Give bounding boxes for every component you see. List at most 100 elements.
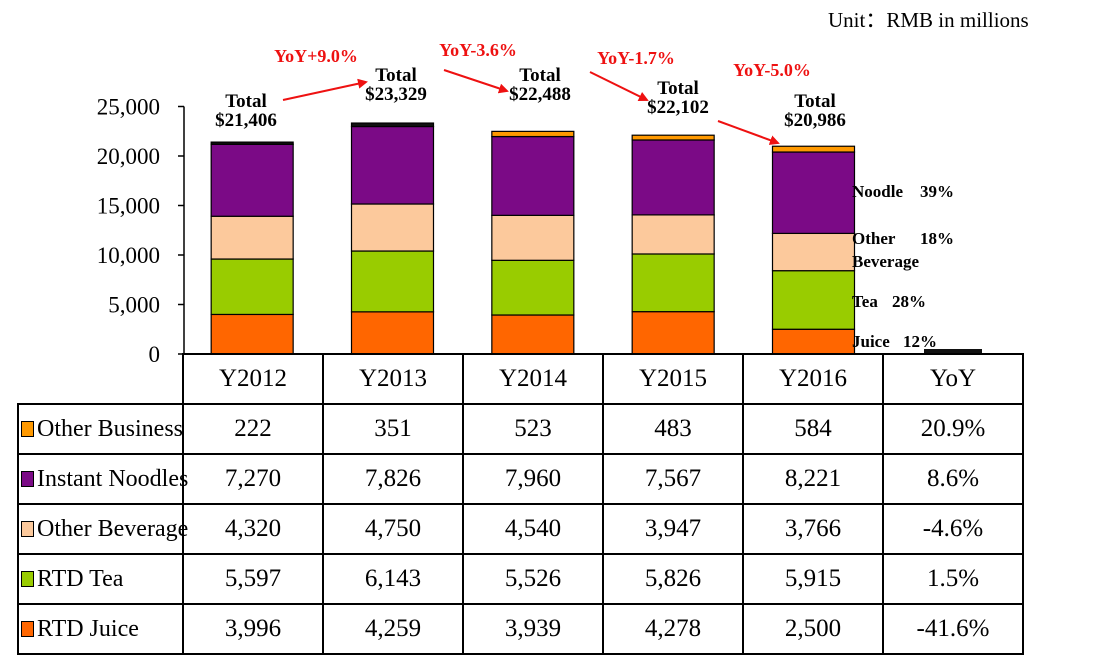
table-cell: 4,540 (462, 503, 604, 555)
table-corner (18, 354, 184, 405)
table-cell: 483 (602, 403, 744, 455)
y-tick-label: 25,000 (97, 95, 160, 120)
table-header-year: Y2014 (462, 353, 604, 405)
bar-segment (350, 311, 435, 355)
table-cell: 7,960 (462, 453, 604, 505)
table-cell: 5,526 (462, 553, 604, 605)
table-cell: 584 (742, 403, 884, 455)
total-value: $22,488 (509, 84, 571, 105)
table-cell-yoy: -4.6% (882, 503, 1024, 555)
table-cell: 5,915 (742, 553, 884, 605)
total-value: $22,102 (647, 97, 709, 118)
share-label-beverage: Beverage (852, 252, 919, 271)
unit-label: Unit：RMB in millions (828, 8, 1029, 32)
table-cell: 3,947 (602, 503, 744, 555)
table-header-year: Y2015 (602, 353, 744, 405)
total-value: $21,406 (215, 110, 277, 131)
table-cell: 523 (462, 403, 604, 455)
bar-segment (631, 139, 715, 216)
legend-instant-noodles: Instant Noodles (17, 453, 188, 505)
table-cell: 7,567 (602, 453, 744, 505)
share-label-other: Other (852, 229, 896, 248)
y-tick-label: 5,000 (108, 293, 160, 318)
table-header-year: Y2016 (742, 353, 884, 405)
bar-segment (210, 258, 294, 316)
series-name: Other Beverage (37, 515, 189, 542)
legend-swatch (21, 620, 34, 637)
table-cell-yoy: 8.6% (882, 453, 1024, 505)
total-value: $20,986 (784, 110, 846, 131)
bar-segment (491, 259, 575, 316)
series-name: RTD Tea (37, 565, 124, 592)
bar-segment (491, 130, 575, 138)
legend-swatch (21, 520, 34, 537)
total-value: $23,329 (365, 84, 427, 105)
table-cell: 7,270 (182, 453, 324, 505)
y-tick-label: 10,000 (97, 243, 160, 268)
bar-segment (491, 314, 575, 355)
legend-swatch (21, 570, 34, 587)
bar-segment (210, 215, 294, 260)
yoy-annotation: YoY-3.6% (439, 40, 517, 60)
yoy-arrow (282, 78, 368, 101)
share-pct-other: 18% (920, 229, 954, 248)
yoy-arrow (589, 71, 649, 101)
data-table: Y2012 Y2013 Y2014 Y2015 Y2016 YoY Other … (17, 353, 1024, 655)
total-label: Total (657, 78, 699, 99)
bar-segment (631, 214, 715, 255)
series-name: Other Business (37, 415, 183, 442)
legend-rtd-juice: RTD Juice (17, 603, 184, 655)
table-cell: 351 (322, 403, 464, 455)
bar-segment (771, 145, 856, 153)
bar-segment (771, 232, 856, 272)
table-cell: 222 (182, 403, 324, 455)
table-header-row: Y2012 Y2013 Y2014 Y2015 Y2016 YoY (18, 353, 1024, 405)
table-row: RTD Juice 3,996 4,259 3,939 4,278 2,500 … (17, 603, 1024, 655)
table-cell: 3,996 (182, 603, 324, 655)
total-label: Total (375, 65, 417, 86)
bar-segment (350, 122, 435, 128)
bar-segment (491, 214, 575, 261)
share-label-juice: Juice (852, 332, 890, 351)
bar-segment (771, 270, 856, 330)
bar-segment (491, 135, 575, 216)
table-header-year: Y2013 (322, 353, 464, 405)
table-header-year: Y2012 (182, 353, 324, 405)
series-name: Instant Noodles (37, 465, 189, 492)
total-label: Total (225, 91, 267, 112)
table-cell: 7,826 (322, 453, 464, 505)
bar-segment (771, 328, 856, 355)
yoy-annotation: YoY-5.0% (733, 60, 811, 80)
bar-segment (210, 313, 294, 355)
share-pct-juice: 12% (903, 332, 937, 351)
table-cell: 4,750 (322, 503, 464, 555)
table-cell: 6,143 (322, 553, 464, 605)
bar-segment (350, 125, 435, 205)
table-cell: 8,221 (742, 453, 884, 505)
table-header-yoy: YoY (882, 353, 1024, 405)
yoy-column-marker (924, 349, 982, 354)
table-row: Instant Noodles 7,270 7,826 7,960 7,567 … (17, 453, 1024, 505)
share-pct-noodle: 39% (920, 182, 954, 201)
share-label-noodle: Noodle (852, 182, 903, 201)
total-label: Total (794, 91, 836, 112)
legend-rtd-tea: RTD Tea (17, 553, 184, 605)
yoy-arrow (443, 69, 509, 94)
yoy-arrow (717, 120, 780, 145)
table-row: Other Beverage 4,320 4,750 4,540 3,947 3… (17, 503, 1024, 555)
legend-other-business: Other Business (17, 403, 184, 455)
table-cell: 3,939 (462, 603, 604, 655)
y-tick-label: 20,000 (97, 144, 160, 169)
legend-swatch (21, 470, 34, 487)
bar-segment (631, 253, 715, 313)
bar-segment (350, 203, 435, 252)
table-row: RTD Tea 5,597 6,143 5,526 5,826 5,915 1.… (17, 553, 1024, 605)
bar-segment (631, 134, 715, 141)
table-cell: 4,259 (322, 603, 464, 655)
yoy-annotation: YoY+9.0% (274, 46, 358, 66)
total-label: Total (519, 65, 561, 86)
table-cell-yoy: 1.5% (882, 553, 1024, 605)
table-row: Other Business 222 351 523 483 584 20.9% (17, 403, 1024, 455)
table-cell: 5,826 (602, 553, 744, 605)
